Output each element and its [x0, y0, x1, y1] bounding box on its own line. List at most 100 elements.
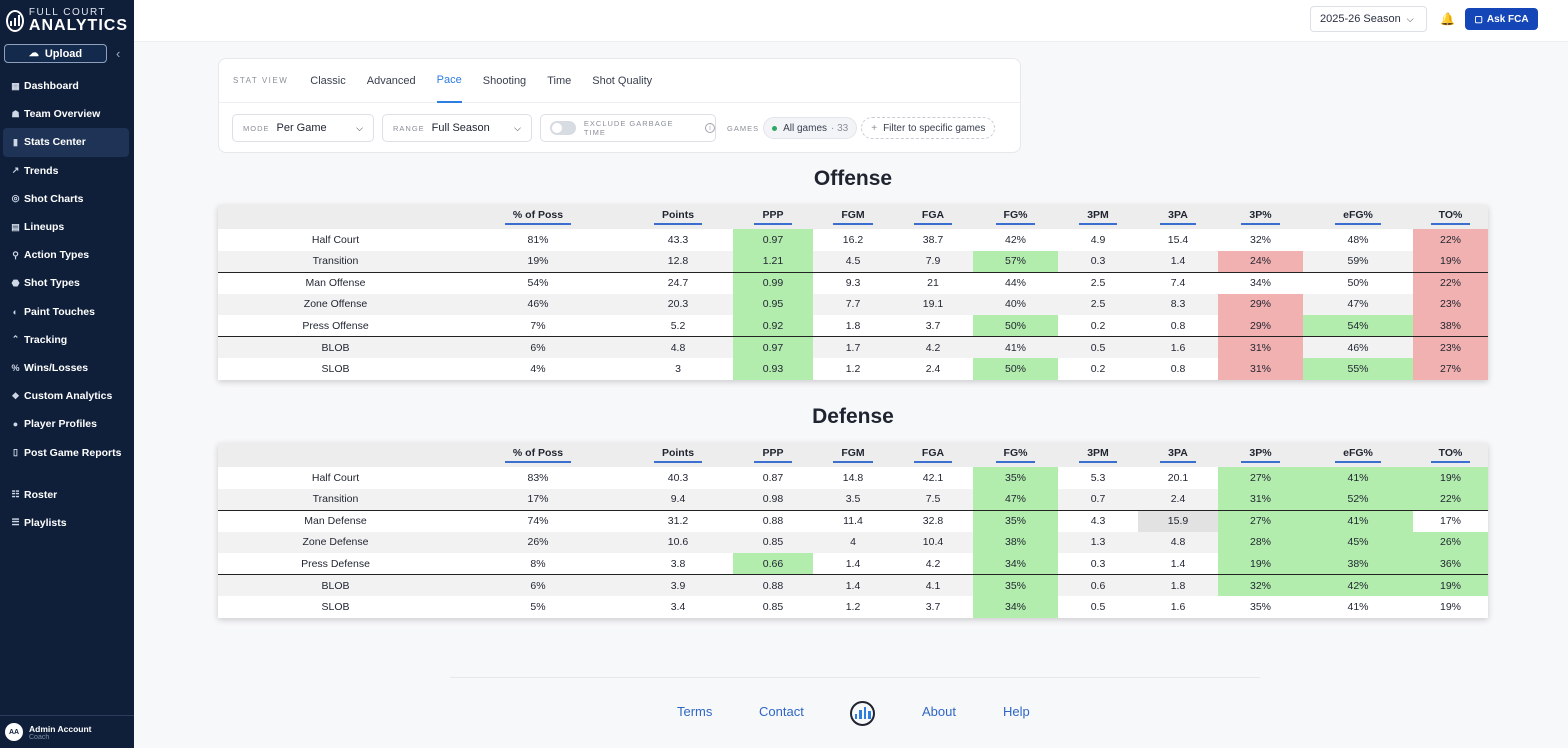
brand-logo[interactable]: FULL COURT ANALYTICS	[0, 0, 134, 36]
offense-col-header[interactable]: FGM	[813, 205, 893, 229]
all-games-pill[interactable]: All games · 33	[763, 117, 858, 139]
topbar: 2025-26 Season ⌵ 🔔 ▢ Ask FCA	[134, 0, 1568, 42]
sidebar-item-wins-losses[interactable]: % Wins/Losses	[3, 354, 129, 382]
sidebar-item-action-types[interactable]: ⚲ Action Types	[3, 241, 129, 269]
defense-col-header[interactable]: 3PM	[1058, 443, 1138, 467]
sidebar-item-shot-charts[interactable]: ◎ Shot Charts	[3, 185, 129, 213]
games-value: All games	[783, 122, 827, 134]
offense-col-header[interactable]: 3PM	[1058, 205, 1138, 229]
table-cell: 32.8	[893, 509, 973, 532]
table-cell: 16.2	[842, 233, 864, 246]
tab-time[interactable]: Time	[547, 74, 572, 87]
sidebar-item-label: Playlists	[24, 516, 67, 529]
offense-col-header[interactable]: eFG%	[1303, 205, 1413, 229]
season-select[interactable]: 2025-26 Season ⌵	[1310, 6, 1427, 32]
sidebar-item-dashboard[interactable]: ▦ Dashboard	[3, 72, 129, 100]
table-cell: 20.3	[623, 293, 733, 315]
offense-col-header[interactable]: Points	[623, 205, 733, 229]
footer-link-about[interactable]: About	[922, 704, 956, 719]
upload-label: Upload	[44, 47, 83, 60]
table-row: Man Defense 74% 31.2 0.88 11.4 32.8 35% 4.3 15.9…	[218, 509, 1488, 532]
offense-col-header[interactable]: 3P%	[1218, 205, 1303, 229]
table-cell: 0.88	[733, 574, 813, 596]
sidebar-item-player-profiles[interactable]: ● Player Profiles	[3, 410, 129, 438]
info-icon[interactable]: i	[705, 123, 715, 133]
games-label: GAMES	[727, 123, 760, 133]
ask-fca-button[interactable]: ▢ Ask FCA	[1465, 8, 1538, 30]
offense-col-header[interactable]: PPP	[733, 205, 813, 229]
table-cell: 3.5	[813, 488, 893, 510]
column-header-label: FG%	[995, 209, 1036, 225]
sidebar-item-lineups[interactable]: ▤ Lineups	[3, 213, 129, 241]
offense-col-header[interactable]: TO%	[1413, 205, 1488, 229]
sidebar-item-stats-center[interactable]: ▮ Stats Center	[3, 128, 129, 157]
table-cell: 4.3	[1058, 509, 1138, 532]
tab-shooting[interactable]: Shooting	[482, 74, 527, 87]
tab-classic[interactable]: Classic	[310, 74, 346, 87]
offense-col-header[interactable]: FG%	[973, 205, 1058, 229]
upload-button[interactable]: ☁ Upload	[4, 44, 107, 63]
column-header-label: FGA	[913, 447, 953, 463]
team-icon: ☗	[11, 108, 20, 119]
defense-col-header[interactable]: FGA	[893, 443, 973, 467]
account-menu[interactable]: AA Admin Account Coach	[0, 715, 134, 748]
defense-col-header[interactable]: 3P%	[1218, 443, 1303, 467]
sidebar-item-tracking[interactable]: ⌃ Tracking	[3, 326, 129, 354]
sidebar-item-playlists[interactable]: ☰ Playlists	[3, 509, 129, 537]
sidebar-item-team-overview[interactable]: ☗ Team Overview	[3, 100, 129, 128]
table-cell: 6%	[453, 574, 623, 596]
defense-col-header[interactable]: TO%	[1413, 443, 1488, 467]
table-cell: 5.2	[670, 319, 686, 332]
table-cell: 0.3	[1090, 557, 1106, 570]
tab-shot-quality[interactable]: Shot Quality	[592, 74, 653, 87]
defense-col-header[interactable]: % of Poss	[453, 443, 623, 467]
tab-advanced[interactable]: Advanced	[366, 74, 416, 87]
trend-icon: ↗	[11, 165, 20, 176]
collapse-sidebar-icon[interactable]: ‹	[116, 46, 121, 61]
defense-col-header[interactable]: eFG%	[1303, 443, 1413, 467]
footer-link-help[interactable]: Help	[1003, 704, 1030, 719]
table-cell: 0.8	[1170, 319, 1186, 332]
footer-link-terms[interactable]: Terms	[677, 704, 713, 719]
footer-logo-icon[interactable]	[850, 701, 875, 726]
defense-col-header[interactable]: FGM	[813, 443, 893, 467]
column-header-label: eFG%	[1335, 447, 1381, 463]
table-cell: 1.4	[1138, 250, 1218, 272]
table-cell: 0.5	[1090, 600, 1106, 613]
footer-link-contact[interactable]: Contact	[759, 704, 804, 719]
table-cell: 17%	[453, 488, 623, 510]
filter-games-button[interactable]: + Filter to specific games	[861, 117, 996, 139]
garbage-time-toggle[interactable]	[550, 121, 576, 135]
defense-col-header	[218, 443, 453, 467]
sidebar-item-post-game-reports[interactable]: ▯ Post Game Reports	[3, 438, 129, 466]
dashboard-icon: ▦	[11, 80, 20, 91]
defense-col-header[interactable]: Points	[623, 443, 733, 467]
tracking-icon: ⌃	[11, 334, 20, 345]
defense-col-header[interactable]: FG%	[973, 443, 1058, 467]
row-label: Man Offense	[218, 271, 453, 294]
filter-games-label: Filter to specific games	[883, 122, 986, 134]
sidebar-item-label: Trends	[24, 164, 59, 177]
table-cell: 0.87	[762, 471, 784, 484]
sidebar-item-label: Custom Analytics	[24, 390, 113, 403]
sidebar-item-trends[interactable]: ↗ Trends	[3, 157, 129, 185]
mode-select[interactable]: MODE Per Game ⌵	[232, 114, 374, 142]
offense-col-header[interactable]: % of Poss	[453, 205, 623, 229]
tab-pace[interactable]: Pace	[436, 59, 462, 103]
offense-col-header[interactable]: 3PA	[1138, 205, 1218, 229]
sidebar-item-custom-analytics[interactable]: ❖ Custom Analytics	[3, 382, 129, 410]
defense-col-header[interactable]: PPP	[733, 443, 813, 467]
sidebar-item-roster[interactable]: ☷ Roster	[3, 481, 129, 509]
table-row: Half Court 83% 40.3 0.87 14.8 42.1 35% 5.3 20.1 2…	[218, 467, 1488, 489]
table-cell: 35%	[973, 467, 1058, 489]
table-cell: 19%	[1413, 467, 1488, 489]
table-cell: 27%	[1413, 358, 1488, 380]
range-select[interactable]: RANGE Full Season ⌵	[382, 114, 532, 142]
defense-col-header[interactable]: 3PA	[1138, 443, 1218, 467]
table-cell: 4.2	[925, 557, 941, 570]
bell-icon[interactable]: 🔔	[1440, 12, 1455, 26]
sidebar-item-shot-types[interactable]: ⬣ Shot Types	[3, 269, 129, 297]
table-cell: 1.6	[1138, 336, 1218, 358]
sidebar-item-paint-touches[interactable]: ◐ Paint Touches	[3, 298, 129, 326]
offense-col-header[interactable]: FGA	[893, 205, 973, 229]
